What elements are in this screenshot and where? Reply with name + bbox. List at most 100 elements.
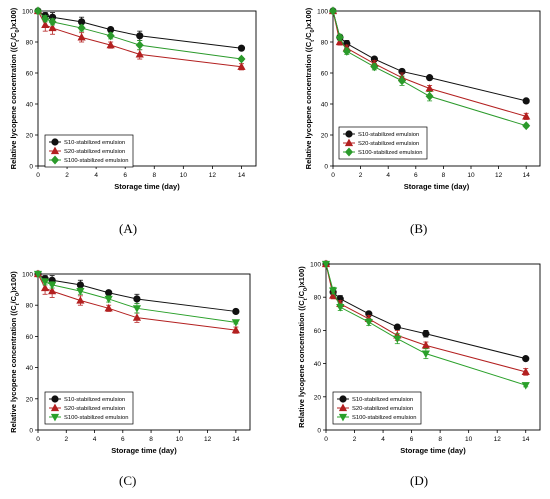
y-tick-label: 80 [26,303,34,310]
data-point [136,32,144,40]
data-point [522,97,530,105]
y-tick-label: 20 [314,394,322,401]
data-point [133,295,141,303]
y-axis-label: Relative lycopene concentration ((Ct/C0)… [297,266,309,428]
legend-d: S10-stabilized emulsion S20-stabilized em… [332,391,422,425]
data-point [335,32,344,42]
legend-label: S10-stabilized emulsion [64,140,125,146]
data-point [393,335,402,344]
data-point [237,44,246,52]
y-tick-label: 80 [26,40,34,47]
data-point [232,307,240,316]
series-3-a [33,6,246,64]
data-point [231,319,240,327]
series-3-d [321,260,530,390]
data-point [522,121,531,131]
series-3-b [328,6,531,131]
data-point [106,40,115,49]
y-tick-label: 100 [310,262,321,269]
x-axis-label: Storage time (day) [114,182,180,191]
legend-marker [51,395,59,403]
series-2-b [328,6,531,120]
data-point [321,260,331,269]
x-tick-label: 6 [410,436,414,443]
x-tick-label: 12 [209,172,217,179]
legend-marker [339,395,347,403]
y-tick-label: 60 [314,328,322,335]
y-tick-label: 80 [314,295,322,302]
y-tick-label: 60 [26,71,34,78]
y-tick-label: 80 [321,40,329,47]
data-point [132,305,142,313]
data-point [426,74,434,82]
legend-marker [50,413,60,422]
x-tick-label: 12 [204,436,212,443]
legend-label: S10-stabilized emulsion [358,132,419,138]
x-axis-label: Storage time (day) [404,182,470,191]
legend-label: S100-stabilized emulsion [64,158,128,164]
x-tick-label: 8 [438,436,442,443]
data-point [329,287,338,295]
data-point [135,49,144,58]
x-tick-label: 4 [386,172,390,179]
x-tick-label: 0 [331,172,335,179]
data-point [104,295,113,304]
data-point [328,6,338,16]
data-point [421,340,430,349]
y-tick-label: 40 [314,361,322,368]
data-point [364,318,373,327]
legend-marker [338,413,348,422]
x-tick-label: 4 [381,436,385,443]
legend-marker [345,130,353,138]
legend-marker [51,138,59,146]
data-point [421,350,430,359]
legend-a: S10-stabilized emulsion S20-stabilized em… [44,134,134,168]
chart-panel-c: 0 20 40 60 80 100 0 2 4 6 8 10 12 14 Storage time (day… [9,269,251,455]
data-point [76,281,84,289]
y-tick-label: 40 [321,102,329,109]
x-tick-label: 14 [238,172,246,179]
data-point [336,304,345,312]
data-point [40,283,50,292]
plot-frame [332,10,541,167]
x-tick-label: 6 [123,172,127,179]
legend-label: S100-stabilized emulsion [352,415,416,421]
x-tick-label: 0 [36,436,40,443]
data-point [76,296,85,304]
x-tick-label: 6 [414,172,418,179]
legend-b: S10-stabilized emulsion S20-stabilized em… [338,126,428,160]
x-tick-label: 4 [94,172,98,179]
x-tick-label: 6 [121,436,125,443]
data-point [105,289,113,297]
x-tick-label: 10 [465,436,473,443]
series-line [325,263,526,386]
legend-marker [338,403,348,412]
chart-panel-a: 0 20 40 60 80 100 0 2 4 6 8 10 12 14 Storage time (day… [9,6,257,191]
legend-label: S20-stabilized emulsion [64,406,125,412]
data-point [422,330,430,338]
x-tick-label: 10 [180,172,188,179]
legend-marker [50,403,60,412]
data-point [522,111,531,120]
y-tick-label: 20 [26,133,34,140]
data-point [237,62,246,70]
data-point [342,46,351,56]
data-point [48,23,57,32]
x-tick-label: 4 [93,436,97,443]
x-tick-label: 2 [64,436,68,443]
legend-label: S20-stabilized emulsion [352,406,413,412]
legend-label: S100-stabilized emulsion [358,150,422,156]
data-point [370,62,379,72]
plot-frame [325,263,541,431]
x-tick-label: 0 [36,172,40,179]
legend-marker [50,146,60,155]
panel-label-c: (C) [119,473,137,488]
plot-frame [37,273,251,431]
data-point [231,325,240,334]
y-tick-label: 40 [26,365,34,372]
x-tick-label: 2 [353,436,357,443]
y-tick-label: 40 [26,102,34,109]
x-tick-label: 8 [149,436,153,443]
